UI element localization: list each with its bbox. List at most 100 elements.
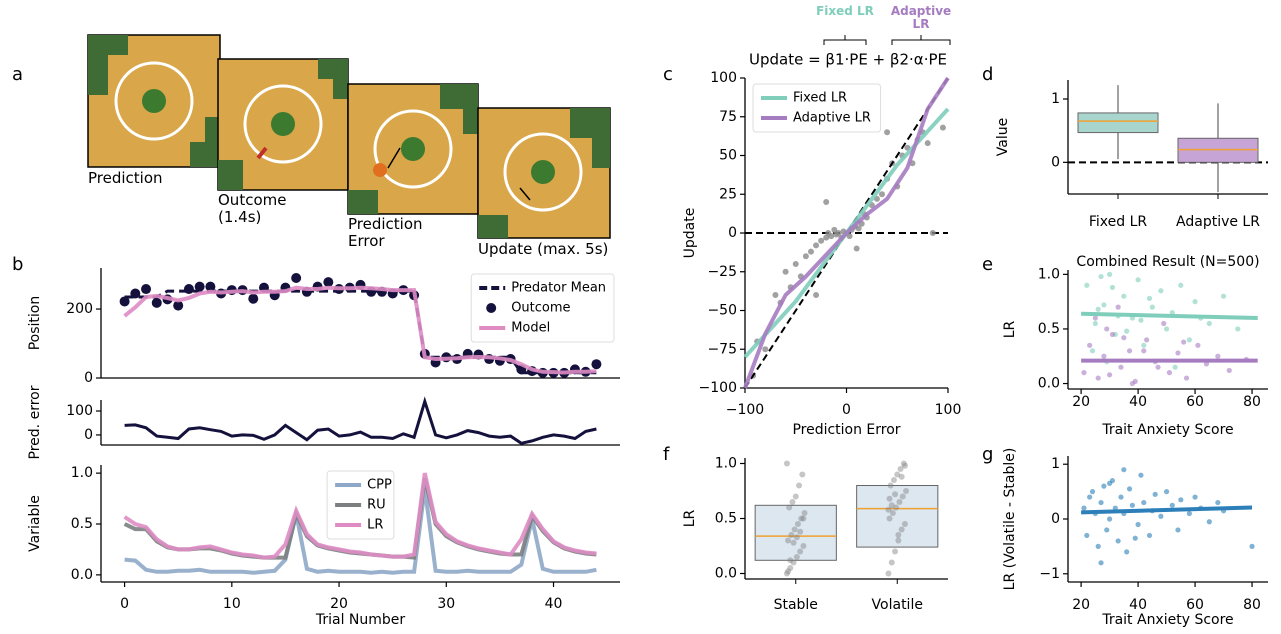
x-axis-label: Trait Anxiety Score <box>1101 612 1233 628</box>
x-tick-label: 20 <box>1072 394 1090 410</box>
point <box>799 471 806 478</box>
point <box>1178 497 1184 503</box>
point <box>1149 304 1155 310</box>
error-bracket <box>387 147 401 169</box>
x-tick-label: 40 <box>545 596 563 612</box>
point <box>1115 304 1121 310</box>
y-tick-label: 0.0 <box>1038 376 1060 392</box>
point <box>1181 339 1187 345</box>
point <box>1098 560 1104 566</box>
ring <box>114 61 194 141</box>
point <box>1106 516 1113 522</box>
y-tick-label: 0 <box>84 427 93 443</box>
point <box>793 534 800 541</box>
point <box>1146 295 1153 301</box>
y-tick-label: 100 <box>66 403 93 419</box>
x-tick-label: Stable <box>774 597 818 613</box>
point <box>894 471 901 478</box>
point <box>790 559 797 566</box>
legend-frame <box>470 273 615 343</box>
point <box>1089 348 1096 354</box>
y-tick-label: 1 <box>1051 91 1060 107</box>
point <box>762 346 769 353</box>
fit-line <box>743 76 950 389</box>
line <box>123 285 597 375</box>
point <box>1089 489 1096 495</box>
center <box>271 112 295 136</box>
y-tick-label: 75 <box>719 109 737 125</box>
point <box>1135 521 1141 528</box>
legend-label: LR <box>367 518 383 533</box>
x-tick-label: Volatile <box>872 597 923 613</box>
predator <box>373 163 387 177</box>
task-image <box>87 34 221 168</box>
equation-term: Fixed LR <box>816 4 874 18</box>
marker <box>323 277 334 288</box>
box <box>754 504 837 561</box>
point <box>898 473 905 480</box>
y-tick-label: 1 <box>1051 456 1060 472</box>
trees <box>478 108 610 238</box>
ring <box>503 132 583 212</box>
point <box>896 499 903 505</box>
y-axis-label: Position <box>27 296 43 351</box>
y-tick-label: 200 <box>66 301 93 317</box>
line <box>124 488 597 575</box>
center <box>531 160 555 184</box>
point <box>1186 510 1192 517</box>
point <box>1226 367 1232 374</box>
point <box>939 124 946 131</box>
panel: 0.0 0.5 1.0 20 40 60 80 LR Trait Anxiety Score Co… <box>1002 254 1268 438</box>
point <box>818 237 825 244</box>
image-caption: Prediction Error <box>348 215 423 250</box>
point <box>1183 375 1190 381</box>
x-tick-label: 80 <box>1243 597 1261 613</box>
marker <box>119 296 130 307</box>
box <box>856 485 939 548</box>
y-tick-label: 0 <box>728 225 737 241</box>
x-axis-label: Trait Anxiety Score <box>1101 422 1233 438</box>
panel: −1 0 1 20 40 60 80 LR (Volatile - Stable) Trait … <box>1002 448 1268 628</box>
predator <box>256 146 268 160</box>
y-tick-label: 1.0 <box>1038 266 1060 282</box>
point <box>800 515 807 522</box>
panel-label: d <box>982 64 993 85</box>
point <box>1195 342 1201 348</box>
point <box>802 253 809 260</box>
panel-label: b <box>12 254 23 275</box>
x-tick-label: 30 <box>437 596 455 612</box>
y-tick-label: 0 <box>1051 154 1060 170</box>
point <box>1206 519 1212 525</box>
point <box>797 528 804 535</box>
point <box>1121 467 1127 473</box>
panel: −100 −75 −50 −25 0 25 50 75 100 −100 0 100 Update Pre… <box>682 35 961 438</box>
point <box>1249 543 1255 549</box>
point <box>791 526 798 533</box>
x-tick-label: 10 <box>223 596 241 612</box>
y-tick-label: 0 <box>1051 511 1060 527</box>
y-axis-label: LR (Volatile - Stable) <box>1002 448 1018 591</box>
point <box>783 570 790 577</box>
panel-label: c <box>663 64 673 85</box>
point <box>1235 326 1241 332</box>
legend-label: RU <box>367 498 386 513</box>
point <box>1192 494 1198 500</box>
panel-label: e <box>982 254 993 275</box>
point <box>897 466 904 472</box>
point <box>1118 364 1124 370</box>
marker <box>194 281 205 292</box>
y-tick-label: −75 <box>707 341 737 357</box>
point <box>797 548 804 555</box>
point <box>792 261 799 267</box>
point <box>901 521 908 527</box>
marker <box>130 288 141 299</box>
point <box>1129 502 1135 508</box>
chart-title: Combined Result (N=500) <box>1076 254 1259 270</box>
y-tick-label: −25 <box>707 264 737 280</box>
point <box>1104 326 1110 332</box>
point <box>801 510 808 516</box>
point <box>1101 483 1107 489</box>
panel: 0 200 Position <box>27 268 620 386</box>
point <box>890 477 897 483</box>
